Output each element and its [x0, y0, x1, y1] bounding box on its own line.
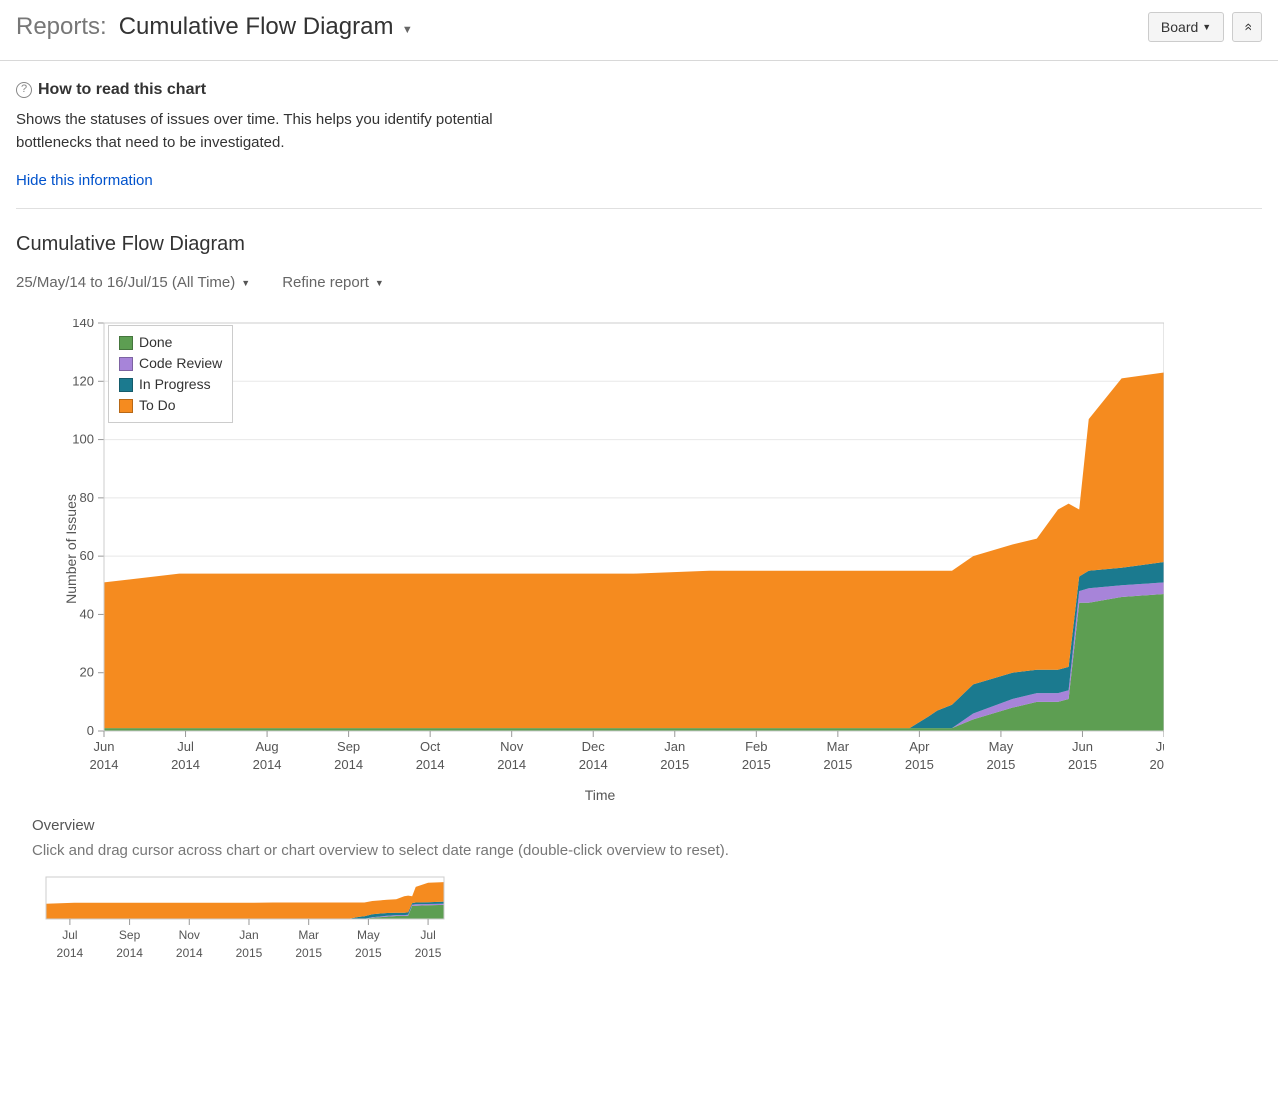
- svg-text:Jul: Jul: [177, 739, 194, 754]
- chevron-down-icon: ▼: [241, 278, 250, 288]
- svg-text:2015: 2015: [986, 757, 1015, 772]
- svg-text:Sep: Sep: [119, 928, 141, 942]
- svg-text:2014: 2014: [416, 757, 445, 772]
- svg-text:Oct: Oct: [420, 739, 441, 754]
- svg-text:100: 100: [72, 432, 94, 447]
- x-axis-label: Time: [36, 787, 1164, 803]
- chevron-down-icon: ▼: [402, 24, 413, 36]
- svg-text:Mar: Mar: [298, 928, 319, 942]
- header-title-group: Reports: Cumulative Flow Diagram ▼: [16, 13, 413, 41]
- legend-swatch: [119, 378, 133, 392]
- svg-text:2015: 2015: [1150, 757, 1164, 772]
- svg-text:40: 40: [80, 606, 94, 621]
- page-header: Reports: Cumulative Flow Diagram ▼ Board…: [0, 0, 1278, 61]
- legend-swatch: [119, 399, 133, 413]
- report-switcher[interactable]: Cumulative Flow Diagram ▼: [119, 13, 413, 41]
- svg-text:May: May: [989, 739, 1014, 754]
- legend-label: Done: [139, 332, 172, 353]
- svg-text:2015: 2015: [823, 757, 852, 772]
- main-content: ? How to read this chart Shows the statu…: [0, 61, 1278, 981]
- svg-text:2014: 2014: [57, 946, 84, 960]
- svg-text:2014: 2014: [497, 757, 526, 772]
- svg-text:Nov: Nov: [500, 739, 524, 754]
- section-title: Cumulative Flow Diagram: [16, 233, 1262, 256]
- legend-label: In Progress: [139, 374, 211, 395]
- svg-text:Feb: Feb: [745, 739, 767, 754]
- svg-text:2014: 2014: [90, 757, 119, 772]
- svg-text:Dec: Dec: [582, 739, 606, 754]
- legend-item[interactable]: Done: [119, 332, 222, 353]
- legend-swatch: [119, 336, 133, 350]
- report-title: Cumulative Flow Diagram: [119, 13, 394, 40]
- info-panel: ? How to read this chart Shows the statu…: [16, 77, 1262, 209]
- legend-label: To Do: [139, 395, 176, 416]
- chevron-down-icon: ▼: [375, 278, 384, 288]
- svg-text:2015: 2015: [415, 946, 442, 960]
- svg-text:120: 120: [72, 373, 94, 388]
- svg-text:Jun: Jun: [1072, 739, 1093, 754]
- legend-item[interactable]: Code Review: [119, 353, 222, 374]
- svg-text:Jul: Jul: [62, 928, 77, 942]
- info-heading: ? How to read this chart: [16, 81, 1262, 99]
- legend-item[interactable]: To Do: [119, 395, 222, 416]
- svg-text:2014: 2014: [176, 946, 203, 960]
- svg-text:60: 60: [80, 548, 94, 563]
- svg-text:Jun: Jun: [94, 739, 115, 754]
- board-button[interactable]: Board ▼: [1148, 12, 1224, 42]
- header-actions: Board ▼ »: [1148, 12, 1262, 42]
- date-range-label: 25/May/14 to 16/Jul/15 (All Time): [16, 274, 235, 291]
- chart-legend: DoneCode ReviewIn ProgressTo Do: [108, 325, 233, 423]
- svg-text:2015: 2015: [355, 946, 382, 960]
- svg-text:2015: 2015: [905, 757, 934, 772]
- svg-text:2014: 2014: [171, 757, 200, 772]
- svg-text:2015: 2015: [660, 757, 689, 772]
- y-axis-label: Number of Issues: [63, 494, 79, 604]
- svg-text:Jan: Jan: [239, 928, 258, 942]
- svg-text:Sep: Sep: [337, 739, 360, 754]
- svg-text:140: 140: [72, 319, 94, 330]
- chevron-down-icon: ▼: [1202, 22, 1211, 32]
- overview-svg: Jul 2014 Sep 2014 Nov 2014 Jan 2015 Mar 2015 May 20…: [44, 875, 446, 965]
- svg-text:Jul: Jul: [1156, 739, 1164, 754]
- svg-text:2014: 2014: [253, 757, 282, 772]
- svg-text:20: 20: [80, 665, 94, 680]
- main-chart[interactable]: Number of Issues 0 20 40 60 80 100 120 140 Jun 20…: [36, 319, 1262, 779]
- collapse-icon: »: [1239, 23, 1255, 31]
- reports-label: Reports:: [16, 13, 107, 41]
- overview-title: Overview: [32, 817, 1262, 834]
- info-description: Shows the statuses of issues over time. …: [16, 109, 556, 154]
- svg-text:Aug: Aug: [256, 739, 279, 754]
- overview-chart[interactable]: Jul 2014 Sep 2014 Nov 2014 Jan 2015 Mar 2015 May 20…: [44, 875, 1262, 965]
- svg-text:2015: 2015: [236, 946, 263, 960]
- overview-hint: Click and drag cursor across chart or ch…: [32, 842, 1262, 859]
- svg-text:Apr: Apr: [909, 739, 930, 754]
- legend-item[interactable]: In Progress: [119, 374, 222, 395]
- svg-text:2014: 2014: [334, 757, 363, 772]
- report-filters: 25/May/14 to 16/Jul/15 (All Time) ▼ Refi…: [16, 274, 1262, 291]
- svg-text:2015: 2015: [1068, 757, 1097, 772]
- svg-text:2014: 2014: [579, 757, 608, 772]
- info-heading-text: How to read this chart: [38, 81, 206, 99]
- board-button-label: Board: [1161, 19, 1198, 35]
- refine-report-label: Refine report: [282, 274, 369, 291]
- svg-text:80: 80: [80, 490, 94, 505]
- svg-text:2015: 2015: [295, 946, 322, 960]
- svg-text:Jul: Jul: [420, 928, 435, 942]
- svg-text:May: May: [357, 928, 380, 942]
- collapse-button[interactable]: »: [1232, 12, 1262, 42]
- svg-text:0: 0: [87, 723, 94, 738]
- date-range-dropdown[interactable]: 25/May/14 to 16/Jul/15 (All Time) ▼: [16, 274, 250, 291]
- legend-swatch: [119, 357, 133, 371]
- svg-text:Jan: Jan: [664, 739, 685, 754]
- help-icon: ?: [16, 82, 32, 98]
- svg-text:2015: 2015: [742, 757, 771, 772]
- refine-report-dropdown[interactable]: Refine report ▼: [282, 274, 384, 291]
- svg-text:Nov: Nov: [179, 928, 200, 942]
- svg-text:2014: 2014: [116, 946, 143, 960]
- legend-label: Code Review: [139, 353, 222, 374]
- svg-text:Mar: Mar: [827, 739, 850, 754]
- hide-info-link[interactable]: Hide this information: [16, 172, 153, 189]
